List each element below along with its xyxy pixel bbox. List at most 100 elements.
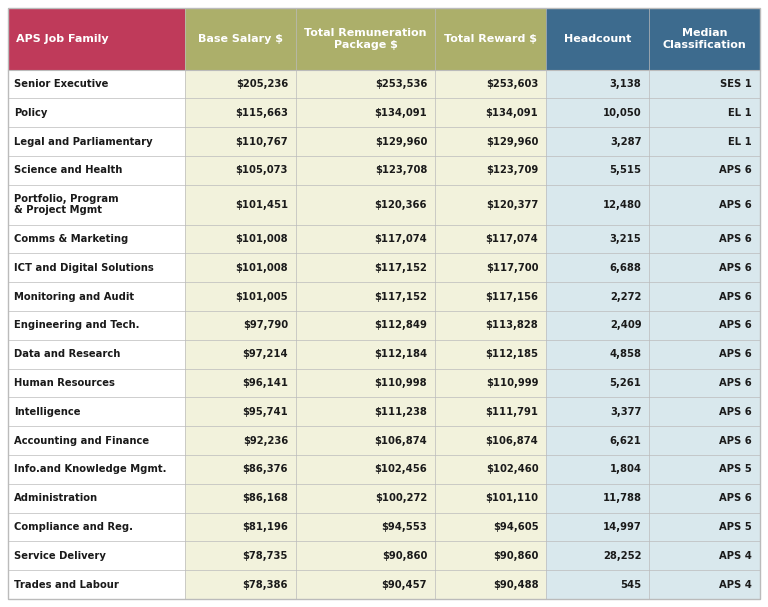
Bar [296,127,435,156]
Bar [296,398,435,426]
Text: $102,460: $102,460 [486,464,538,475]
Bar [650,570,760,599]
Text: Portfolio, Program
& Project Mgmt: Portfolio, Program & Project Mgmt [14,194,118,215]
Text: Info.and Knowledge Mgmt.: Info.and Knowledge Mgmt. [14,464,167,475]
Text: $110,998: $110,998 [375,378,427,388]
Text: $111,238: $111,238 [374,407,427,417]
Bar [8,455,185,484]
Text: APS 5: APS 5 [720,522,752,532]
Text: $94,553: $94,553 [382,522,427,532]
Bar [435,8,547,70]
Bar [185,484,296,512]
Text: 3,215: 3,215 [610,234,641,244]
Text: APS 6: APS 6 [720,320,752,330]
Bar [547,185,650,225]
Text: $110,767: $110,767 [235,137,288,147]
Bar [547,70,650,98]
Text: 5,261: 5,261 [610,378,641,388]
Text: Base Salary $: Base Salary $ [198,34,283,44]
Bar [650,455,760,484]
Text: EL 1: EL 1 [728,108,752,118]
Bar [296,70,435,98]
Bar [435,253,547,282]
Text: $86,376: $86,376 [243,464,288,475]
Text: $90,457: $90,457 [382,580,427,589]
Text: Legal and Parliamentary: Legal and Parliamentary [14,137,153,147]
Text: 3,287: 3,287 [610,137,641,147]
Text: 6,621: 6,621 [610,436,641,446]
Bar [435,398,547,426]
Bar [435,512,547,541]
Text: $112,185: $112,185 [485,349,538,359]
Text: $81,196: $81,196 [242,522,288,532]
Bar [296,311,435,340]
Text: $117,152: $117,152 [374,263,427,273]
Bar [8,253,185,282]
Text: Science and Health: Science and Health [14,165,122,175]
Text: $92,236: $92,236 [243,436,288,446]
Text: APS 6: APS 6 [720,378,752,388]
Text: $90,488: $90,488 [493,580,538,589]
Bar [547,8,650,70]
Bar [185,512,296,541]
Text: 2,409: 2,409 [610,320,641,330]
Bar [435,185,547,225]
Bar [650,8,760,70]
Text: $101,005: $101,005 [235,291,288,302]
Bar [8,340,185,368]
Bar [185,282,296,311]
Bar [547,368,650,398]
Text: 6,688: 6,688 [610,263,641,273]
Bar [8,484,185,512]
Bar [8,225,185,253]
Bar [296,512,435,541]
Bar [296,426,435,455]
Text: APS 5: APS 5 [720,464,752,475]
Text: SES 1: SES 1 [720,79,752,89]
Text: Accounting and Finance: Accounting and Finance [14,436,149,446]
Text: APS 6: APS 6 [720,291,752,302]
Text: $115,663: $115,663 [235,108,288,118]
Text: Comms & Marketing: Comms & Marketing [14,234,128,244]
Bar [547,225,650,253]
Bar [547,512,650,541]
Bar [435,98,547,127]
Bar [435,156,547,185]
Bar [8,311,185,340]
Bar [8,398,185,426]
Bar [650,484,760,512]
Text: $253,603: $253,603 [486,79,538,89]
Bar [435,311,547,340]
Bar [296,484,435,512]
Text: 4,858: 4,858 [610,349,641,359]
Bar [8,282,185,311]
Bar [650,282,760,311]
Bar [185,127,296,156]
Bar [8,127,185,156]
Text: $205,236: $205,236 [236,79,288,89]
Bar [185,70,296,98]
Text: Intelligence: Intelligence [14,407,81,417]
Text: Monitoring and Audit: Monitoring and Audit [14,291,134,302]
Bar [547,98,650,127]
Bar [185,398,296,426]
Text: $90,860: $90,860 [382,551,427,561]
Text: $117,152: $117,152 [374,291,427,302]
Bar [435,340,547,368]
Bar [547,156,650,185]
Bar [547,253,650,282]
Text: EL 1: EL 1 [728,137,752,147]
Bar [8,426,185,455]
Text: $96,141: $96,141 [242,378,288,388]
Text: Total Reward $: Total Reward $ [444,34,538,44]
Bar [650,398,760,426]
Bar [296,340,435,368]
Text: $78,735: $78,735 [243,551,288,561]
Text: APS 4: APS 4 [719,551,752,561]
Text: $129,960: $129,960 [375,137,427,147]
Text: $97,214: $97,214 [243,349,288,359]
Bar [185,185,296,225]
Text: Senior Executive: Senior Executive [14,79,108,89]
Text: 2,272: 2,272 [610,291,641,302]
Text: $123,708: $123,708 [375,165,427,175]
